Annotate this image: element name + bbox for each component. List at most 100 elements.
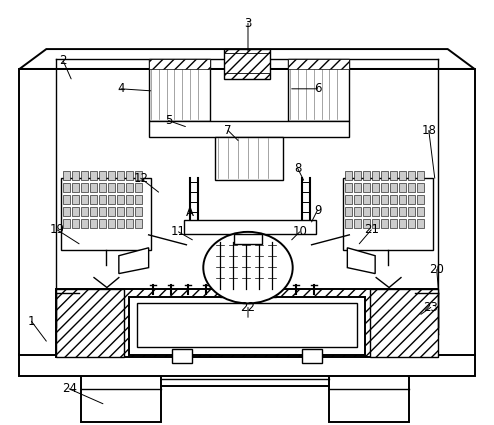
Bar [345,171,352,180]
Text: 24: 24 [62,382,77,395]
Bar [390,171,397,180]
Bar [117,195,124,204]
Bar [90,219,97,228]
Bar [90,171,97,180]
Bar [343,178,433,250]
Bar [408,171,415,180]
Bar [81,374,161,422]
Bar [417,195,424,204]
Text: 7: 7 [224,124,232,137]
Bar [184,220,316,234]
Text: 5: 5 [165,114,172,127]
Bar [354,195,361,204]
Bar [117,207,124,216]
Text: 18: 18 [421,124,436,137]
Bar [408,195,415,204]
Text: 2: 2 [59,54,67,68]
Bar [363,195,370,204]
Bar [390,207,397,216]
Bar [363,207,370,216]
Bar [99,171,106,180]
Bar [81,195,88,204]
Text: 11: 11 [171,225,186,238]
Bar [56,289,438,357]
Text: 6: 6 [314,82,321,95]
Bar [408,183,415,192]
Bar [81,219,88,228]
Bar [63,195,70,204]
Bar [126,219,133,228]
Bar [108,207,115,216]
Bar [372,207,379,216]
Bar [90,207,97,216]
Bar [63,183,70,192]
Text: 10: 10 [292,225,307,238]
Bar [161,374,329,386]
Bar [126,195,133,204]
Bar [417,207,424,216]
Bar [19,354,475,376]
Bar [408,219,415,228]
Bar [72,207,79,216]
Bar [90,195,97,204]
Bar [61,178,151,250]
Bar [399,171,406,180]
Bar [63,219,70,228]
Bar [329,374,409,422]
Bar [370,289,438,357]
Bar [135,219,142,228]
Bar [172,349,192,363]
Bar [99,207,106,216]
Bar [354,219,361,228]
Bar [135,183,142,192]
Bar [408,207,415,216]
Bar [417,171,424,180]
Bar [215,136,283,180]
Bar [372,183,379,192]
Bar [302,349,322,363]
Bar [417,183,424,192]
Polygon shape [19,49,475,69]
Text: 21: 21 [364,224,379,236]
Text: A: A [186,206,194,218]
Text: 20: 20 [429,263,444,276]
Text: 12: 12 [133,172,148,185]
Text: 9: 9 [314,204,321,216]
Bar [381,207,388,216]
Bar [135,171,142,180]
Bar [72,171,79,180]
Bar [56,289,124,357]
Bar [372,219,379,228]
Bar [137,303,357,347]
Polygon shape [347,248,375,274]
Bar [81,183,88,192]
Bar [117,219,124,228]
Bar [108,183,115,192]
Bar [390,183,397,192]
Bar [126,171,133,180]
Bar [117,171,124,180]
Polygon shape [119,248,149,274]
Text: 19: 19 [50,224,65,236]
Bar [224,49,270,79]
Bar [72,183,79,192]
Bar [63,207,70,216]
Bar [99,183,106,192]
Bar [372,171,379,180]
Text: 22: 22 [241,301,255,314]
Bar [135,195,142,204]
Bar [399,195,406,204]
Bar [90,183,97,192]
Bar [288,59,349,121]
Bar [81,207,88,216]
Text: 1: 1 [28,315,35,328]
Bar [108,219,115,228]
Bar [288,59,349,69]
Bar [81,171,88,180]
Bar [117,183,124,192]
Bar [220,287,276,298]
Bar [108,171,115,180]
Bar [108,195,115,204]
Bar [126,183,133,192]
Bar [354,183,361,192]
